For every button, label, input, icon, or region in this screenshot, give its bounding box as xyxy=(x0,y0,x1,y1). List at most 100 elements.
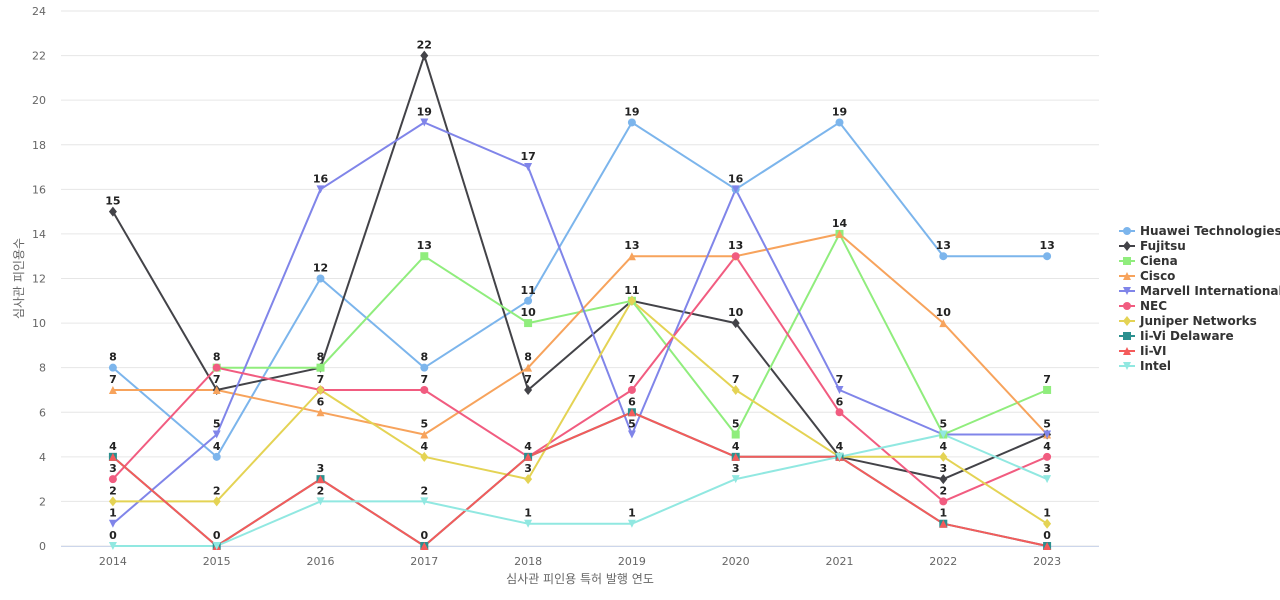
legend-marker xyxy=(1123,257,1131,265)
data-point-fujitsu xyxy=(939,474,948,485)
y-tick-label: 24 xyxy=(32,5,46,18)
data-label: 2 xyxy=(420,484,428,497)
data-point-intel xyxy=(627,519,636,528)
legend-marker xyxy=(1123,241,1131,251)
data-point-juniper-networks xyxy=(627,295,636,306)
series-line-fujitsu xyxy=(111,54,1049,481)
data-label: 8 xyxy=(317,351,325,364)
legend-label: Ii-Vi Delaware xyxy=(1140,329,1234,343)
x-tick-label: 2020 xyxy=(722,555,750,568)
legend-marker xyxy=(1123,302,1131,310)
data-point-ciena xyxy=(420,252,429,261)
data-label: 3 xyxy=(939,462,947,475)
legend-item-nec[interactable]: NEC xyxy=(1119,299,1167,313)
legend-item-cisco[interactable]: Cisco xyxy=(1119,269,1175,283)
x-tick-label: 2014 xyxy=(99,555,127,568)
x-tick-label: 2017 xyxy=(410,555,438,568)
data-label: 7 xyxy=(420,373,428,386)
data-point-marvell-international xyxy=(524,163,533,172)
data-label: 11 xyxy=(624,284,639,297)
data-point-ciena xyxy=(524,319,533,328)
data-point-juniper-networks xyxy=(1043,518,1052,529)
data-point-marvell-international xyxy=(212,430,221,439)
data-label: 5 xyxy=(628,418,636,431)
series-markers xyxy=(108,50,1052,550)
legend-item-marvell-international[interactable]: Marvell International xyxy=(1119,284,1280,298)
data-label: 14 xyxy=(832,217,848,230)
legend-item-huawei-technologies[interactable]: Huawei Technologies xyxy=(1119,224,1280,238)
gridlines xyxy=(61,10,1099,547)
data-point-marvell-international xyxy=(627,430,636,439)
x-axis-title: 심사관 피인용 특허 발행 연도 xyxy=(506,571,654,586)
data-label: 7 xyxy=(213,373,221,386)
data-point-nec xyxy=(420,385,429,394)
legend-item-fujitsu[interactable]: Fujitsu xyxy=(1119,239,1186,253)
data-point-huawei-technologies xyxy=(939,252,948,261)
y-tick-label: 16 xyxy=(32,183,46,196)
data-point-fujitsu xyxy=(524,384,533,395)
data-label: 2 xyxy=(939,484,947,497)
data-label: 4 xyxy=(732,440,740,453)
legend-label: Ciena xyxy=(1140,254,1178,268)
data-label: 4 xyxy=(939,440,947,453)
series-line-huawei-technologies xyxy=(111,121,1049,458)
data-point-intel xyxy=(939,430,948,439)
data-label: 7 xyxy=(628,373,636,386)
data-label: 7 xyxy=(1043,373,1051,386)
data-label: 8 xyxy=(420,351,428,364)
data-point-huawei-technologies xyxy=(212,452,221,461)
data-point-intel xyxy=(420,497,429,506)
data-label: 1 xyxy=(939,507,947,520)
data-point-cisco xyxy=(420,430,429,439)
data-point-ciena xyxy=(1043,385,1052,394)
data-point-juniper-networks xyxy=(939,451,948,462)
data-label: 5 xyxy=(213,418,221,431)
data-point-intel xyxy=(731,475,740,484)
data-label: 6 xyxy=(836,395,844,408)
series-line-juniper-networks xyxy=(111,299,1049,525)
legend-item-intel[interactable]: Intel xyxy=(1119,359,1171,373)
data-point-cisco xyxy=(212,385,221,394)
data-point-juniper-networks xyxy=(731,384,740,395)
data-point-fujitsu xyxy=(420,50,429,61)
y-tick-label: 2 xyxy=(39,495,46,508)
series-line-ii-vi-delaware xyxy=(111,411,1049,547)
legend-item-ii-vi[interactable]: Ii-VI xyxy=(1119,344,1166,358)
y-tick-label: 8 xyxy=(39,362,46,375)
data-label: 7 xyxy=(732,373,740,386)
legend-label: Ii-VI xyxy=(1140,344,1166,358)
legend-label: Juniper Networks xyxy=(1139,314,1257,328)
data-point-ii-vi xyxy=(316,475,325,484)
data-label: 2 xyxy=(213,484,221,497)
data-point-juniper-networks xyxy=(212,496,221,507)
legend-item-ii-vi-delaware[interactable]: Ii-Vi Delaware xyxy=(1119,329,1234,343)
legend-item-juniper-networks[interactable]: Juniper Networks xyxy=(1119,314,1257,328)
data-label: 10 xyxy=(936,306,952,319)
data-label: 0 xyxy=(1043,529,1051,542)
data-label: 1 xyxy=(1043,507,1051,520)
data-point-nec xyxy=(835,408,844,417)
y-tick-label: 10 xyxy=(32,317,46,330)
data-point-marvell-international xyxy=(1043,430,1052,439)
data-label: 13 xyxy=(1039,239,1054,252)
data-point-ii-vi xyxy=(108,452,117,461)
data-point-marvell-international xyxy=(420,118,429,127)
x-tick-label: 2022 xyxy=(929,555,957,568)
data-point-cisco xyxy=(939,319,948,328)
legend-item-ciena[interactable]: Ciena xyxy=(1119,254,1178,268)
data-point-nec xyxy=(212,363,221,372)
data-label: 13 xyxy=(936,239,951,252)
x-axis-ticks: 2014 2015 2016 2017 2018 2019 2020 2021 2022 2023 xyxy=(99,555,1061,568)
data-label: 5 xyxy=(939,418,947,431)
data-label: 7 xyxy=(524,373,532,386)
y-axis-title: 심사관 피인용수 xyxy=(12,238,26,319)
data-point-nec xyxy=(1043,452,1052,461)
legend-marker xyxy=(1123,272,1131,280)
data-point-intel xyxy=(108,542,117,550)
data-point-nec xyxy=(108,475,117,484)
data-point-fujitsu xyxy=(731,318,740,329)
data-point-huawei-technologies xyxy=(420,363,429,372)
legend-label: NEC xyxy=(1140,299,1167,313)
